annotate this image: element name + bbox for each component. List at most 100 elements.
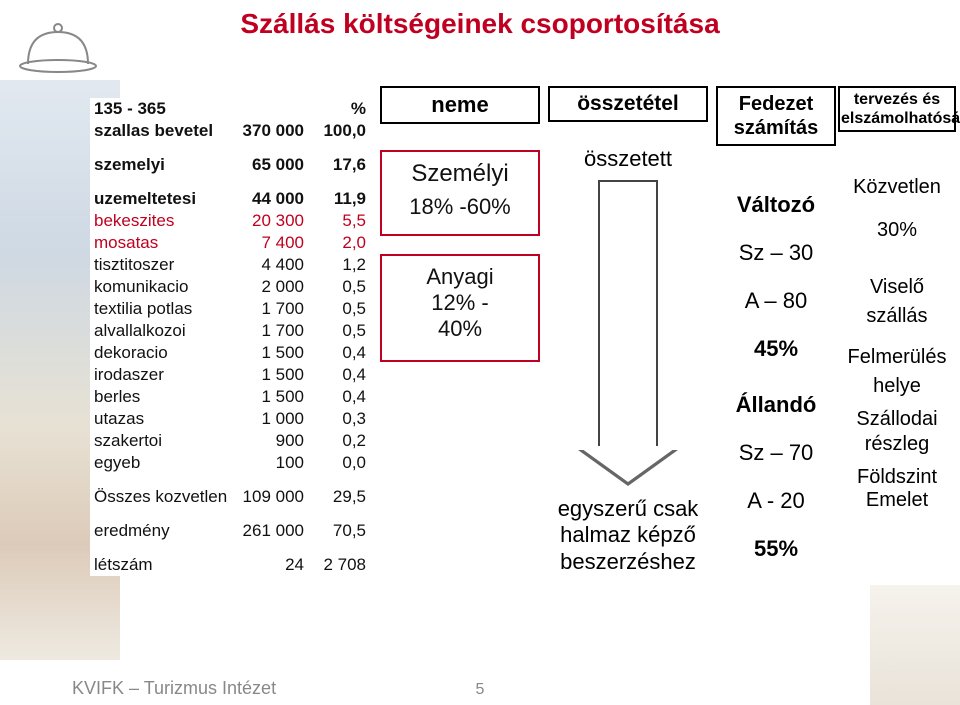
- cell-label: tisztitoszer: [90, 254, 236, 276]
- table-row: utazas1 0000,3: [90, 408, 370, 430]
- cell-value: 109 000: [236, 486, 308, 508]
- szemelyi-title: Személyi: [386, 160, 534, 188]
- cell-value: 4 400: [236, 254, 308, 276]
- cell-label: létszám: [90, 554, 236, 576]
- cell-pct: 0,3: [308, 408, 370, 430]
- c5-kozvetlen: Közvetlen: [838, 176, 956, 199]
- cell-value: 1 500: [236, 386, 308, 408]
- c4-45: 45%: [716, 336, 836, 362]
- anyagi-range-2: 40%: [386, 316, 534, 342]
- cell-label: dekoracio: [90, 342, 236, 364]
- cell-value: 1 500: [236, 364, 308, 386]
- cell-pct: 1,2: [308, 254, 370, 276]
- c5-helye: helye: [838, 375, 956, 398]
- cell-value: 44 000: [236, 188, 308, 210]
- table-row: [90, 474, 370, 486]
- group-szemelyi: Személyi 18% -60%: [380, 150, 540, 236]
- table-row: 135 - 365%: [90, 98, 370, 120]
- cell-label: egyeb: [90, 452, 236, 474]
- table-row: mosatas7 4002,0: [90, 232, 370, 254]
- table-row: berles1 5000,4: [90, 386, 370, 408]
- c5-30: 30%: [838, 219, 956, 242]
- egy-line-2: halmaz képző: [548, 522, 708, 548]
- c4-55: 55%: [716, 536, 836, 562]
- cell-pct: 17,6: [308, 154, 370, 176]
- box-fedezet: Fedezet számítás: [716, 86, 836, 146]
- table-row: szemelyi65 00017,6: [90, 154, 370, 176]
- c4-allando: Állandó: [716, 392, 836, 418]
- fed-line-2: számítás: [720, 116, 832, 140]
- group-anyagi: Anyagi 12% - 40%: [380, 254, 540, 362]
- table-row: szakertoi9000,2: [90, 430, 370, 452]
- anyagi-title: Anyagi: [386, 264, 534, 290]
- cell-label: szemelyi: [90, 154, 236, 176]
- cell-pct: %: [308, 98, 370, 120]
- table-row: textilia potlas1 7000,5: [90, 298, 370, 320]
- col-neme: neme Személyi 18% -60% Anyagi 12% - 40%: [380, 86, 540, 362]
- table-row: Összes kozvetlen109 00029,5: [90, 486, 370, 508]
- cell-label: szallas bevetel: [90, 120, 236, 142]
- terv-line-1: tervezés és: [841, 90, 953, 109]
- c5-emelet: Emelet: [838, 489, 956, 512]
- table-row: tisztitoszer4 4001,2: [90, 254, 370, 276]
- cell-label: uzemeltetesi: [90, 188, 236, 210]
- cell-value: 1 500: [236, 342, 308, 364]
- cell-value: 20 300: [236, 210, 308, 232]
- cell-pct: 0,5: [308, 298, 370, 320]
- cell-pct: 100,0: [308, 120, 370, 142]
- c4-a80: A – 80: [716, 288, 836, 314]
- cell-label: textilia potlas: [90, 298, 236, 320]
- egy-line-3: beszerzéshez: [548, 549, 708, 575]
- table-row: létszám242 708: [90, 554, 370, 576]
- table-row: szallas bevetel370 000100,0: [90, 120, 370, 142]
- c5-szallas: szállás: [838, 305, 956, 328]
- cell-pct: 0,0: [308, 452, 370, 474]
- col-fedezet: Fedezet számítás Változó Sz – 30 A – 80 …: [716, 86, 836, 562]
- page-number: 5: [476, 681, 485, 699]
- cell-value: 7 400: [236, 232, 308, 254]
- cell-pct: 2,0: [308, 232, 370, 254]
- cell-label: alvallalkozoi: [90, 320, 236, 342]
- cell-value: 24: [236, 554, 308, 576]
- anyagi-range-1: 12% -: [386, 290, 534, 316]
- c5-szallodai: Szállodai: [838, 408, 956, 431]
- box-osszetetel: összetétel: [548, 86, 708, 122]
- cell-label: Összes kozvetlen: [90, 486, 236, 508]
- table-row: [90, 176, 370, 188]
- background-right-photo: [870, 585, 960, 705]
- table-row: [90, 542, 370, 554]
- cell-pct: 0,5: [308, 320, 370, 342]
- cell-pct: 2 708: [308, 554, 370, 576]
- table-row: [90, 508, 370, 520]
- cell-label: eredmény: [90, 520, 236, 542]
- table-row: eredmény261 00070,5: [90, 520, 370, 542]
- col-osszetetel: összetétel összetett egyszerű csak halma…: [548, 86, 708, 575]
- cell-label: bekeszites: [90, 210, 236, 232]
- box-tervezes: tervezés és elszámolhatóság: [838, 86, 956, 132]
- cell-pct: 0,4: [308, 386, 370, 408]
- table-row: irodaszer1 5000,4: [90, 364, 370, 386]
- cell-pct: 0,2: [308, 430, 370, 452]
- fed-line-1: Fedezet: [720, 92, 832, 116]
- egy-line-1: egyszerű csak: [548, 496, 708, 522]
- page-title: Szállás költségeinek csoportosítása: [0, 8, 960, 40]
- col-tervezes: tervezés és elszámolhatóság Közvetlen 30…: [838, 86, 956, 512]
- c4-sz70: Sz – 70: [716, 440, 836, 466]
- c4-sz30: Sz – 30: [716, 240, 836, 266]
- cell-label: irodaszer: [90, 364, 236, 386]
- table-row: komunikacio2 0000,5: [90, 276, 370, 298]
- cell-label: utazas: [90, 408, 236, 430]
- cell-value: 900: [236, 430, 308, 452]
- table-row: egyeb1000,0: [90, 452, 370, 474]
- box-neme: neme: [380, 86, 540, 124]
- footer-text: KVIFK – Turizmus Intézet: [72, 678, 276, 699]
- cell-pct: 70,5: [308, 520, 370, 542]
- terv-line-2: elszámolhatóság: [841, 109, 953, 128]
- c4-a20: A - 20: [716, 488, 836, 514]
- szemelyi-range: 18% -60%: [386, 194, 534, 220]
- cell-label: berles: [90, 386, 236, 408]
- cell-value: [236, 98, 308, 120]
- cell-value: 370 000: [236, 120, 308, 142]
- cell-pct: 0,4: [308, 364, 370, 386]
- cell-label: komunikacio: [90, 276, 236, 298]
